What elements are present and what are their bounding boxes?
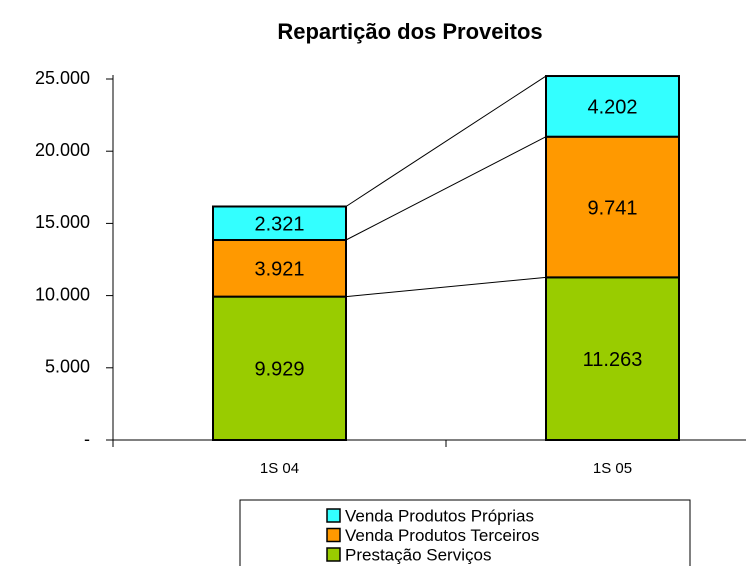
bar-segment [212,295,347,441]
data-label: 2.321 [254,214,304,236]
legend-swatch [326,508,341,523]
data-label: 3.921 [254,259,304,281]
data-label: 9.741 [587,197,637,219]
bar-segment [545,135,680,279]
legend-box [239,499,691,566]
data-label: 9.929 [254,359,304,381]
data-label: 11.263 [583,349,643,371]
bar-segment [545,75,680,138]
y-tick-label: 5.000 [45,357,90,377]
series-line [345,276,547,298]
chart-title: Repartição dos Proveitos [277,19,542,44]
legend-swatch [326,527,341,543]
y-tick-label: - [84,429,90,449]
series-line [345,136,547,241]
y-tick-label: 15.000 [35,212,90,232]
bar-segment [212,205,347,242]
legend-label: Venda Produtos Próprias [345,506,534,525]
bar-segment [212,239,347,298]
y-tick-label: 25.000 [35,68,90,88]
x-tick-label: 1S 04 [260,460,299,477]
bar-segment [545,276,680,441]
data-label: 4.202 [587,97,637,119]
y-tick-label: 10.000 [35,284,90,304]
x-tick-label: 1S 05 [593,460,632,477]
legend-label: Venda Produtos Terceiros [345,526,539,545]
series-line [345,75,547,207]
legend-swatch [326,547,341,562]
y-tick-label: 20.000 [35,140,90,160]
legend-label: Prestação Serviços [345,545,491,564]
